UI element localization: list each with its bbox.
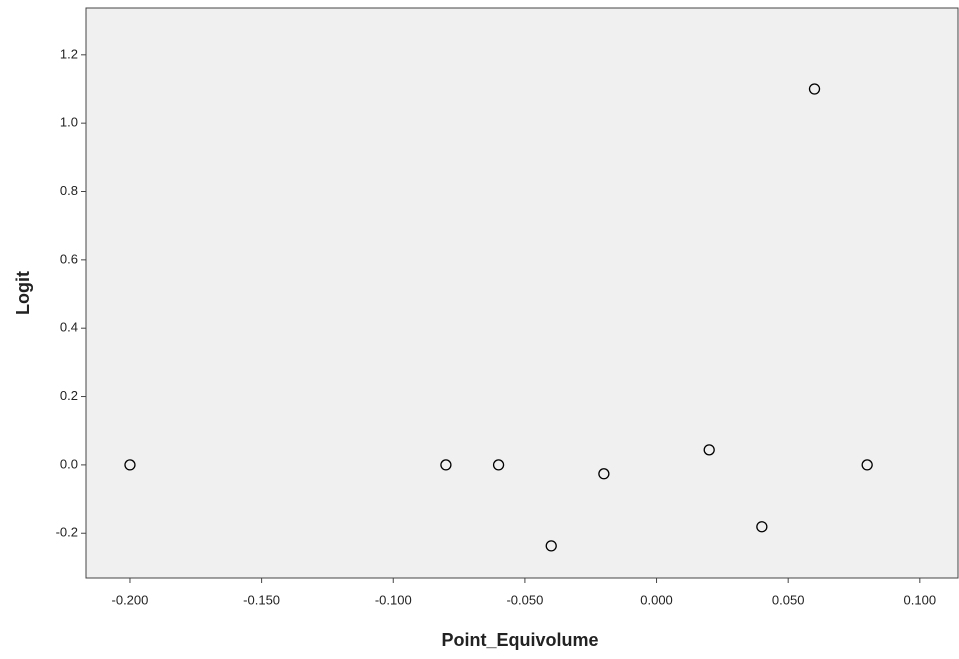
- y-tick-label: 0.4: [60, 320, 78, 335]
- y-tick-label: 1.0: [60, 115, 78, 130]
- point: [492, 459, 505, 471]
- x-axis-title: Point_Equivolume: [441, 630, 598, 650]
- x-tick-label: 0.100: [904, 592, 937, 607]
- x-tick-label: -0.150: [243, 592, 280, 607]
- plot-area: [85, 7, 959, 579]
- point: [124, 459, 136, 471]
- point: [598, 468, 610, 480]
- y-tick-label: 0.8: [60, 183, 78, 198]
- y-tick-label: 1.2: [60, 46, 78, 61]
- y-axis-title: Logit: [13, 271, 33, 315]
- y-tick-label: 0.6: [60, 251, 78, 266]
- y-tick-label: 0.2: [60, 388, 78, 403]
- x-tick-label: 0.000: [640, 592, 673, 607]
- x-tick-label: -0.050: [506, 592, 543, 607]
- point: [703, 444, 715, 456]
- point: [440, 459, 452, 471]
- y-tick-label: 0.0: [60, 456, 78, 471]
- x-tick-label: 0.050: [772, 592, 805, 607]
- y-tick-label: -0.2: [56, 525, 78, 540]
- x-tick-label: -0.100: [375, 592, 412, 607]
- point: [545, 540, 557, 552]
- point: [756, 521, 768, 533]
- point: [808, 83, 821, 95]
- point: [861, 459, 873, 471]
- x-tick-label: -0.200: [112, 592, 149, 607]
